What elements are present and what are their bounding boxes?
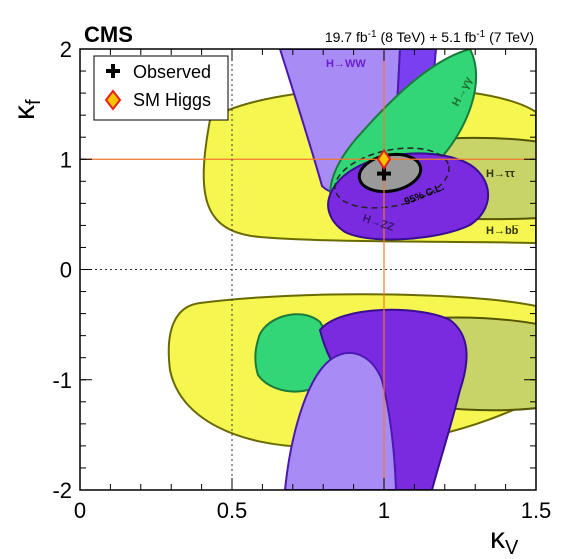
label-h-ww: H→WW [326,58,366,70]
y-tick-label-4: 2 [60,37,72,62]
x-tick-label-3: 1.5 [521,498,552,523]
x-tick-label-1: 0.5 [217,498,248,523]
legend: Observed SM Higgs [93,55,229,121]
combined-95cl-region [334,147,450,209]
sm-higgs-marker [376,148,392,171]
luminosity-label: 19.7 fb-1 (8 TeV) + 5.1 fb-1 (7 TeV) [325,29,534,46]
y-tick-label-3: 1 [60,147,72,172]
y-tick-label-0: -2 [52,478,72,503]
experiment-label: CMS [84,22,133,47]
x-tick-label-0: 0 [74,498,86,523]
label-h-bb: H→bb̅ [486,225,519,237]
y-tick-label-1: -1 [52,368,72,393]
x-axis-title: κV [490,522,519,559]
y-axis-title: κf [8,99,45,120]
legend-sm-label: SM Higgs [133,90,211,110]
legend-sm-symbol [104,89,122,111]
ww-lower-light-region [283,351,398,490]
legend-observed-label: Observed [133,62,211,82]
legend-observed-symbol [106,64,120,78]
label-h-tau-tau: H→ττ [486,168,515,180]
legend-box [93,55,229,121]
y-tick-label-2: 0 [60,258,72,283]
observed-marker [377,166,391,181]
x-tick-label-2: 1 [378,498,390,523]
ticks-layer: 0 0.5 1 1.5 -2 -1 0 1 2 [52,37,551,523]
